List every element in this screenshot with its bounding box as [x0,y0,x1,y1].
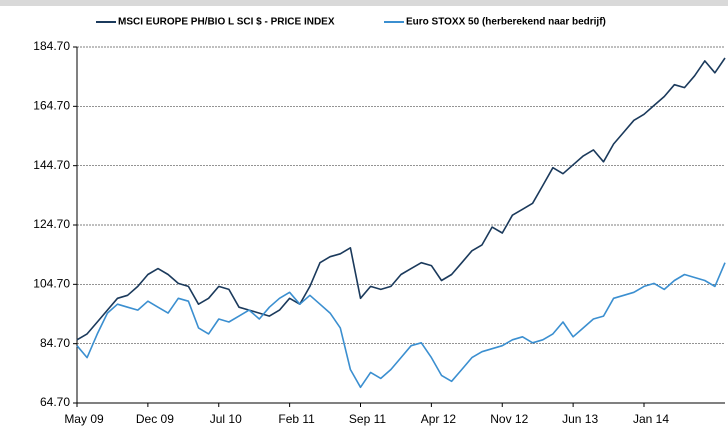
header-band [0,0,728,6]
legend-label: Euro STOXX 50 (herberekend naar bedrijf) [406,17,606,28]
x-tick-label: Jul 10 [210,412,242,426]
x-tick-label: Feb 11 [278,412,315,426]
y-tick-label: 84.70 [40,336,70,350]
series-line [76,57,726,341]
x-tick-label: May 09 [64,412,104,426]
y-tick-label: 104.70 [33,277,70,291]
x-tick-label: Dec 09 [136,412,174,426]
x-tick-label: Jun 13 [562,412,598,426]
x-tick-label: Nov 12 [490,412,528,426]
x-tick-label: Jan 14 [633,412,669,426]
series-line [76,262,726,389]
legend-label: MSCI EUROPE PH/BIO L SCI $ - PRICE INDEX [118,17,335,28]
y-tick-label: 164.70 [33,99,70,113]
y-tick-label: 124.70 [33,217,70,231]
y-tick-label: 184.70 [33,39,70,53]
x-tick-label: Apr 12 [421,412,457,426]
y-tick-label: 64.70 [40,395,70,409]
x-tick-label: Sep 11 [349,412,386,426]
y-tick-label: 144.70 [33,158,70,172]
